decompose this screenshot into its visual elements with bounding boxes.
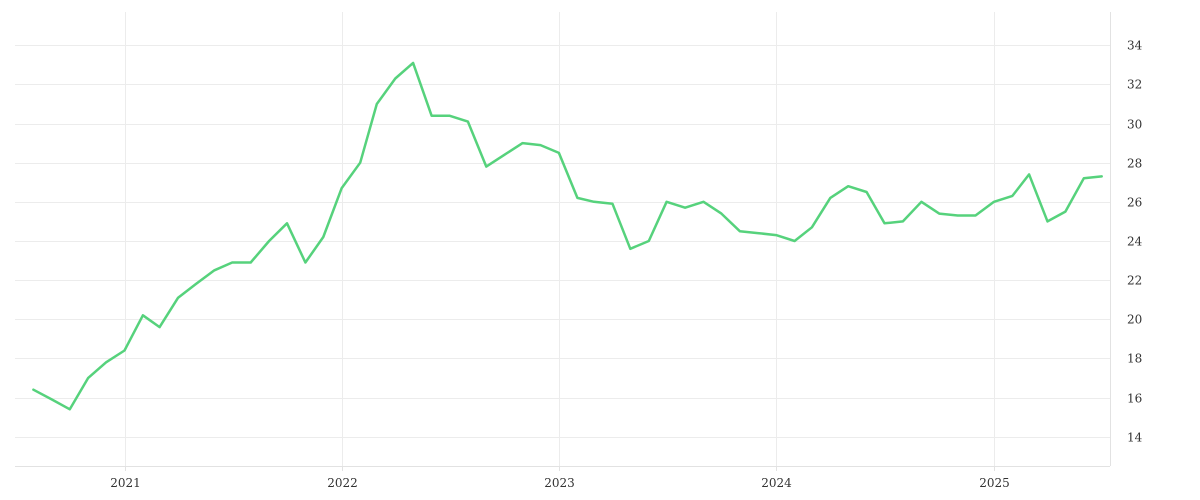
- data-point: [611, 202, 615, 206]
- data-point: [883, 221, 887, 225]
- data-point: [123, 349, 127, 353]
- y-tick-label: 28: [1127, 157, 1142, 171]
- data-point: [321, 235, 325, 239]
- data-point: [1046, 219, 1050, 223]
- data-point: [974, 214, 978, 218]
- x-tick-label: 2024: [761, 476, 792, 490]
- data-point: [919, 200, 923, 204]
- data-point: [194, 282, 198, 286]
- data-point: [793, 239, 797, 243]
- y-tick-label: 18: [1127, 352, 1142, 366]
- data-point: [683, 206, 687, 210]
- data-point: [249, 261, 253, 265]
- x-tick-labels: 2021 2022 2023 2024 2025: [110, 476, 1010, 490]
- data-point: [141, 313, 145, 317]
- data-point: [68, 407, 72, 411]
- data-point: [1063, 210, 1067, 214]
- y-tick-label: 26: [1127, 196, 1142, 210]
- x-tick-label: 2025: [979, 476, 1010, 490]
- data-point: [738, 229, 742, 233]
- data-point: [810, 225, 814, 229]
- data-point: [411, 61, 415, 65]
- x-tick-label: 2022: [327, 476, 358, 490]
- data-point: [1027, 172, 1031, 176]
- y-tick-label: 34: [1127, 39, 1143, 53]
- data-point: [447, 114, 451, 118]
- data-point: [31, 388, 35, 392]
- data-point: [539, 143, 543, 147]
- data-point: [158, 325, 162, 329]
- data-point: [702, 200, 706, 204]
- data-point: [212, 268, 216, 272]
- data-point: [956, 214, 960, 218]
- data-point: [937, 212, 941, 216]
- data-point: [104, 360, 108, 364]
- data-point: [628, 247, 632, 251]
- data-point: [303, 261, 307, 265]
- data-point: [393, 77, 397, 81]
- data-point: [774, 233, 778, 237]
- data-point: [592, 200, 596, 204]
- series-line: [32, 61, 1103, 411]
- data-point: [466, 120, 470, 124]
- y-gridlines: [15, 45, 1110, 438]
- y-tick-label: 14: [1127, 431, 1143, 445]
- data-point: [575, 196, 579, 200]
- data-point: [865, 190, 869, 194]
- data-point: [430, 114, 434, 118]
- y-tick-label: 22: [1127, 274, 1142, 288]
- data-point: [719, 212, 723, 216]
- x-tick-label: 2021: [110, 476, 141, 490]
- data-point: [86, 376, 90, 380]
- data-point: [1100, 174, 1104, 178]
- data-point: [176, 296, 180, 300]
- data-point: [50, 398, 54, 402]
- data-point: [340, 186, 344, 190]
- data-point: [901, 219, 905, 223]
- data-point: [1010, 194, 1014, 198]
- y-tick-label: 24: [1127, 235, 1143, 249]
- data-point: [521, 141, 525, 145]
- data-point: [267, 239, 271, 243]
- y-tick-label: 16: [1127, 392, 1142, 406]
- data-point: [230, 261, 234, 265]
- data-point: [1082, 176, 1086, 180]
- data-point: [756, 231, 760, 235]
- data-point: [375, 102, 379, 106]
- data-point: [647, 239, 651, 243]
- series-layer: [31, 61, 1104, 411]
- data-point: [846, 184, 850, 188]
- y-tick-label: 32: [1127, 78, 1142, 92]
- data-point: [557, 151, 561, 155]
- data-point: [828, 196, 832, 200]
- data-point: [502, 153, 506, 157]
- y-tick-labels: 14 16 18 20 22 24 26 28 30 32 34: [1127, 39, 1143, 445]
- axes: [15, 12, 1111, 467]
- y-tick-label: 30: [1127, 118, 1142, 132]
- data-point: [665, 200, 669, 204]
- x-tick-label: 2023: [544, 476, 575, 490]
- y-tick-label: 20: [1127, 313, 1142, 327]
- data-point: [285, 221, 289, 225]
- x-gridlines: [125, 12, 995, 471]
- data-point: [484, 165, 488, 169]
- data-point: [358, 161, 362, 165]
- data-point: [992, 200, 996, 204]
